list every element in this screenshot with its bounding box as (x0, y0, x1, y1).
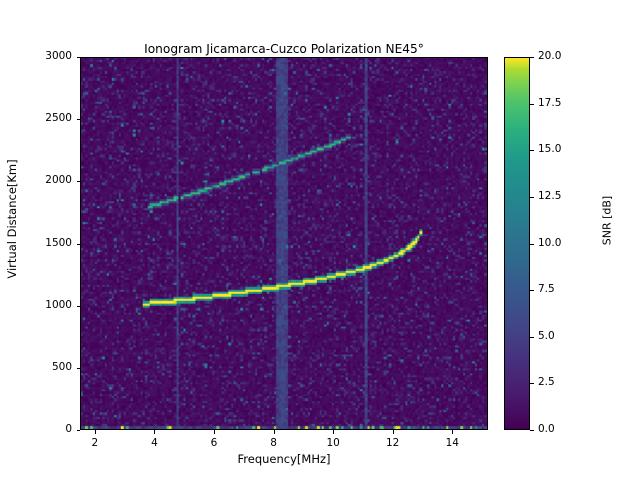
colorbar-tick-label: 20.0 (538, 50, 562, 62)
y-tick-mark (76, 57, 80, 58)
colorbar-tick-label: 0.0 (538, 423, 555, 435)
y-tick-label: 0 (65, 423, 72, 435)
x-tick-label: 12 (386, 437, 400, 449)
ionogram-axes (80, 57, 488, 430)
colorbar (504, 57, 530, 430)
y-tick-label: 500 (51, 360, 72, 373)
x-tick-label: 14 (445, 437, 459, 449)
x-tick-label: 4 (151, 437, 158, 449)
colorbar-tick-mark (530, 196, 534, 198)
colorbar-tick-label: 17.5 (538, 96, 562, 109)
y-axis-label: Virtual Distance[Km] (5, 159, 19, 279)
x-tick-mark (392, 430, 394, 434)
colorbar-tick-label: 15.0 (538, 143, 562, 156)
x-tick-label: 2 (91, 437, 99, 449)
colorbar-tick-label: 7.5 (538, 283, 555, 296)
y-tick-mark (76, 367, 80, 369)
y-tick-mark (76, 305, 80, 307)
x-tick-label: 6 (210, 437, 218, 449)
colorbar-tick-mark (530, 290, 534, 292)
colorbar-tick-mark (530, 336, 534, 338)
title-line-1: Ionogram Jicamarca-Cuzco Polarization NE… (144, 42, 424, 56)
x-tick-mark (452, 430, 454, 434)
ionogram-heatmap (81, 58, 487, 429)
colorbar-tick-mark (530, 103, 534, 105)
colorbar-tick-mark (530, 383, 534, 385)
y-tick-label: 2500 (45, 112, 72, 125)
colorbar-tick-label: 2.5 (538, 376, 555, 389)
y-tick-mark (76, 181, 80, 183)
y-tick-label: 1500 (45, 236, 72, 249)
colorbar-tick-label: 12.5 (538, 189, 562, 202)
y-tick-mark (76, 119, 80, 121)
x-tick-label: 8 (270, 437, 277, 449)
colorbar-tick-label: 5.0 (538, 329, 555, 342)
x-tick-label: 10 (326, 437, 340, 449)
colorbar-tick-mark (530, 243, 534, 245)
colorbar-tick-mark (530, 150, 534, 152)
y-tick-mark (76, 243, 80, 245)
x-tick-mark (214, 430, 215, 434)
colorbar-tick-mark (530, 57, 534, 58)
y-tick-label: 3000 (45, 50, 72, 62)
x-tick-mark (94, 430, 96, 434)
colorbar-label: SNR [dB] (600, 195, 614, 246)
x-tick-mark (154, 430, 156, 434)
y-tick-label: 1000 (45, 298, 72, 311)
y-tick-label: 2000 (45, 174, 72, 187)
colorbar-tick-label: 10.0 (538, 236, 562, 249)
x-tick-mark (273, 430, 275, 434)
x-tick-mark (333, 430, 335, 434)
colorbar-tick-mark (530, 430, 534, 431)
y-tick-mark (76, 430, 80, 431)
x-axis-label: Frequency[MHz] (237, 452, 331, 466)
